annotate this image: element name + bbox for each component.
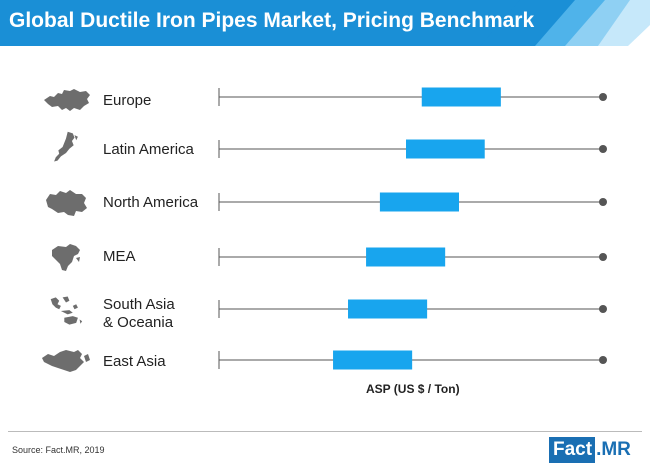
factmr-logo: Fact. MR <box>549 437 631 463</box>
box-south-asia-oceania <box>348 299 428 319</box>
category-label-mea: MEA <box>103 248 136 265</box>
max-point-latin-america <box>599 145 607 153</box>
footer-divider <box>8 431 642 432</box>
box-mea <box>366 247 446 267</box>
latin-america-map-icon <box>54 131 78 162</box>
max-point-europe <box>599 93 607 101</box>
category-label-europe: Europe <box>103 92 152 109</box>
category-label-north-america: North America <box>103 194 199 211</box>
max-point-mea <box>599 253 607 261</box>
source-note: Source: Fact.MR, 2019 <box>12 445 105 455</box>
chart-title: Global Ductile Iron Pipes Market, Pricin… <box>9 9 535 32</box>
box-europe <box>421 87 501 107</box>
mea-map-icon <box>52 244 80 271</box>
max-point-east-asia <box>599 356 607 364</box>
south-asia-oceania-map-icon <box>50 296 83 325</box>
category-label-latin-america: Latin America <box>103 141 194 158</box>
category-label-east-asia: East Asia <box>103 353 166 370</box>
europe-map-icon <box>44 89 90 111</box>
title-banner <box>0 0 650 46</box>
max-point-south-asia-oceania <box>599 305 607 313</box>
box-north-america <box>379 192 459 212</box>
east-asia-map-icon <box>42 350 90 372</box>
x-axis-label: ASP (US $ / Ton) <box>366 382 460 396</box>
category-label-south-asia-oceania: South Asia & Oceania <box>103 296 175 331</box>
north-america-map-icon <box>46 190 87 216</box>
max-point-north-america <box>599 198 607 206</box>
box-east-asia <box>333 350 413 370</box>
box-latin-america <box>406 139 485 159</box>
